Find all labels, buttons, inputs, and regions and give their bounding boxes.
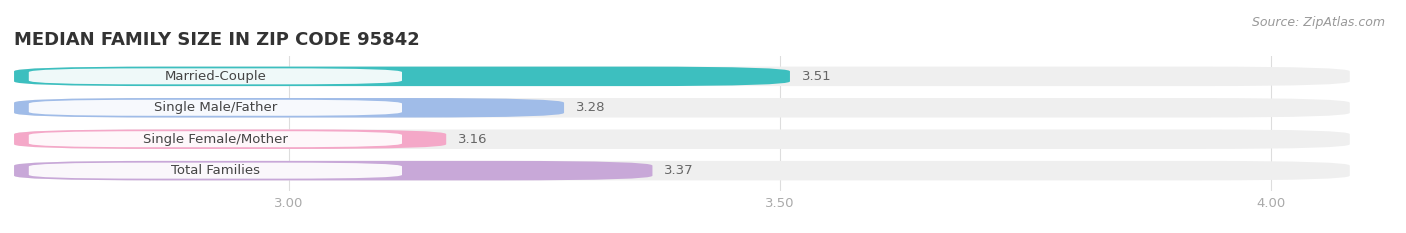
- Text: 3.37: 3.37: [664, 164, 693, 177]
- Text: Source: ZipAtlas.com: Source: ZipAtlas.com: [1251, 16, 1385, 29]
- FancyBboxPatch shape: [14, 67, 1350, 86]
- FancyBboxPatch shape: [14, 67, 790, 86]
- Text: MEDIAN FAMILY SIZE IN ZIP CODE 95842: MEDIAN FAMILY SIZE IN ZIP CODE 95842: [14, 31, 420, 49]
- Text: Single Female/Mother: Single Female/Mother: [143, 133, 288, 146]
- FancyBboxPatch shape: [14, 130, 1350, 149]
- FancyBboxPatch shape: [28, 68, 402, 84]
- Text: Single Male/Father: Single Male/Father: [153, 101, 277, 114]
- FancyBboxPatch shape: [28, 163, 402, 179]
- Text: 3.28: 3.28: [576, 101, 606, 114]
- FancyBboxPatch shape: [14, 161, 1350, 180]
- Text: Total Families: Total Families: [172, 164, 260, 177]
- Text: 3.51: 3.51: [801, 70, 831, 83]
- FancyBboxPatch shape: [14, 98, 1350, 117]
- Text: Married-Couple: Married-Couple: [165, 70, 266, 83]
- FancyBboxPatch shape: [28, 100, 402, 116]
- FancyBboxPatch shape: [28, 131, 402, 147]
- FancyBboxPatch shape: [14, 161, 652, 180]
- FancyBboxPatch shape: [14, 130, 446, 149]
- FancyBboxPatch shape: [14, 98, 564, 117]
- Text: 3.16: 3.16: [458, 133, 488, 146]
